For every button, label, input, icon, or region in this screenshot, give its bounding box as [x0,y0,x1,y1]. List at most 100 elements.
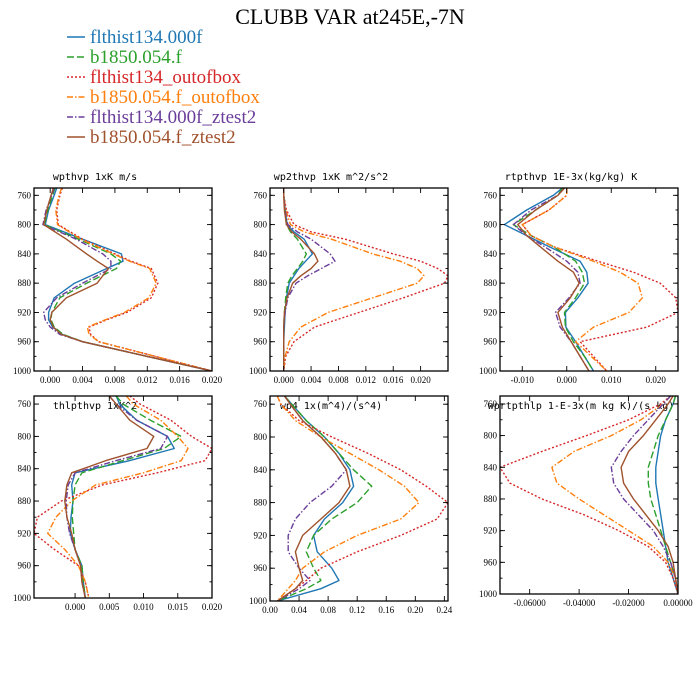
y-tick-label: 1000 [249,366,268,376]
legend-label: flthist134.000f [90,27,203,48]
x-tick-label: 0.020 [202,375,223,385]
y-tick-label: 880 [18,496,32,506]
panel-title: wp2thvp 1xK m^2/s^2 [274,172,388,183]
x-tick-label: 0.010 [133,602,154,612]
y-tick-label: 840 [484,249,498,259]
y-tick-label: 920 [18,528,32,538]
x-tick-label: -0.06000 [514,598,547,608]
series-line [551,396,678,594]
y-tick-label: 760 [484,399,498,409]
y-tick-label: 800 [484,431,498,441]
panel-title: wpthvp 1xK m/s [53,172,137,183]
x-tick-label: 0.020 [410,375,431,385]
series-line [34,396,212,598]
x-tick-label: 0.008 [105,375,126,385]
x-tick-label: 0.20 [407,605,423,615]
series-line [620,396,678,594]
y-tick-label: 920 [18,307,32,317]
plot-frame [269,395,449,602]
series-line [71,396,182,598]
y-tick-label: 880 [254,278,268,288]
panel-title: rtpthvp 1E-3x(kg/kg) K [505,172,637,183]
series-line [283,188,448,371]
y-tick-label: 920 [484,307,498,317]
y-tick-label: 960 [254,563,268,573]
x-tick-label: 0.012 [137,375,157,385]
x-tick-label: 0.16 [378,605,394,615]
series-line [512,188,595,371]
series-line [44,188,212,371]
series-line [55,188,212,371]
panel-thlpthvp: thlpthvp 1xK^2 760 800 840 880 920 960 1000 0.0… [13,395,223,612]
y-tick-label: 760 [254,190,268,200]
x-tick-label: 0.000 [274,375,295,385]
legend-label: flthist134_outofbox [90,67,241,88]
y-tick-label: 840 [254,465,268,475]
x-tick-label: 0.020 [646,375,667,385]
series-line [521,188,678,371]
y-tick-label: 960 [484,337,498,347]
y-tick-label: 800 [484,220,498,230]
panel-rtpthvp: rtpthvp 1E-3x(kg/kg) K 760 800 840 880 920 96… [479,172,679,385]
series-line [655,396,678,594]
series-line [521,188,644,371]
y-tick-label: 800 [18,431,32,441]
x-tick-label: 0.000 [557,375,578,385]
x-tick-label: 0.008 [328,375,349,385]
y-tick-label: 880 [484,494,498,504]
y-tick-label: 800 [254,432,268,442]
x-tick-label: 0.24 [436,605,452,615]
plot-frame [33,187,213,372]
series-line [69,396,176,598]
y-tick-label: 760 [484,190,498,200]
y-tick-label: 760 [254,399,268,409]
series-line [500,396,678,594]
series-line [283,188,425,371]
series-line [64,396,155,598]
legend-label: b1850.054.f_outofbox [90,87,260,108]
panel-wpthvp: wpthvp 1xK m/s 760 800 840 880 920 960 1000 0.0… [13,172,223,385]
x-tick-label: 0.000 [40,375,61,385]
x-tick-label: 0.012 [356,375,376,385]
legend-label: b1850.054.f [90,47,183,68]
legend-label: b1850.054.f_ztest2 [90,127,236,148]
x-tick-label: 0.00 [262,605,278,615]
y-tick-label: 1000 [13,366,32,376]
series-line [43,188,212,371]
x-tick-label: 0.016 [170,375,191,385]
x-tick-label: 0.015 [168,602,189,612]
x-tick-label: -0.010 [511,375,535,385]
y-tick-label: 880 [254,498,268,508]
plot-frame [33,395,213,599]
x-tick-label: 0.08 [320,605,336,615]
plot-frame [499,187,679,372]
x-tick-label: 0.010 [601,375,622,385]
panel-title: thlpthvp 1xK^2 [53,401,137,412]
panel-wp2thvp: wp2thvp 1xK m^2/s^2 760 800 840 880 920 960 10… [249,172,449,385]
x-tick-label: 0.016 [383,375,404,385]
series-line [276,396,420,601]
panel-title: wp4 1x(m^4)/(s^4) [280,401,382,412]
series-line [276,396,351,601]
legend-label: flthist134.000f_ztest2 [90,107,256,128]
panel-wp4: wp4 1x(m^4)/(s^4) 760 800 840 880 920 960 1000… [249,395,453,615]
series-line [276,396,347,601]
y-tick-label: 1000 [479,366,498,376]
y-tick-label: 880 [18,278,32,288]
y-tick-label: 1000 [479,589,498,599]
series-line [42,188,212,371]
panel-wprtpthlp: wprtpthlp 1-E-3x(m kg K)/(s kg) 760 800 84… [479,395,693,608]
y-tick-label: 760 [18,190,32,200]
y-tick-label: 960 [254,337,268,347]
plot-frame [269,187,449,372]
y-tick-label: 840 [18,464,32,474]
x-tick-label: 0.12 [349,605,365,615]
series-line [43,188,212,371]
panel-title: wprtpthlp 1-E-3x(m kg K)/(s kg) [488,401,675,412]
legend: flthist134.000f b1850.054.f flthist134_o… [67,27,260,148]
x-tick-label: -0.02000 [612,598,645,608]
y-tick-label: 920 [484,526,498,536]
y-tick-label: 880 [484,278,498,288]
y-tick-label: 960 [484,557,498,567]
